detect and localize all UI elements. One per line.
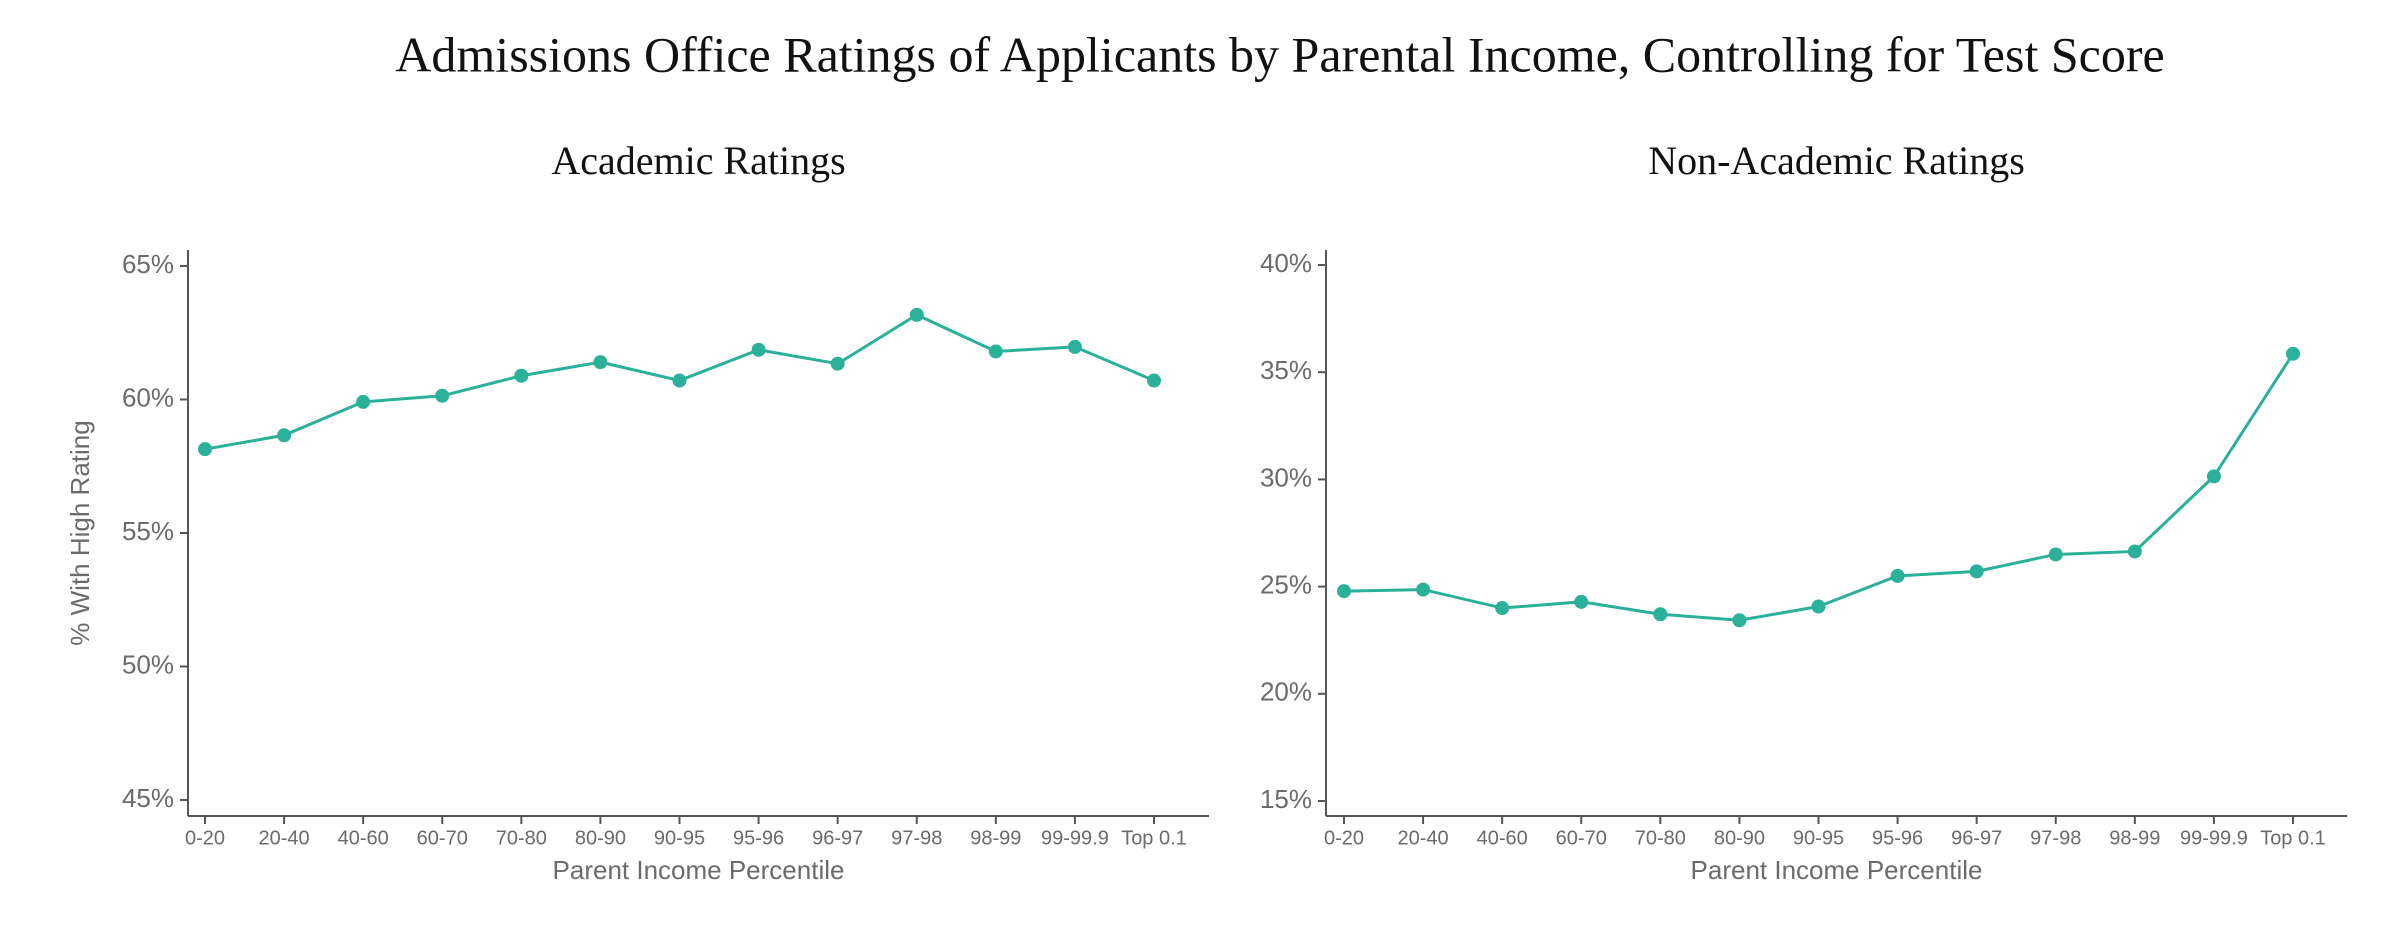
point [751,342,766,357]
x-tick-label: 95-96 [1872,827,1923,849]
point [672,373,687,388]
point [1147,373,1161,388]
y-tick-label: 55% [122,516,174,546]
point [909,307,924,322]
x-tick-label: 95-96 [733,827,784,849]
line [1343,352,2295,622]
x-tick-label: 96-97 [812,827,863,849]
x-tick-label: 99-99.9 [2180,827,2248,849]
y-axis-label: % With High Rating [65,420,95,645]
point [1574,594,1589,609]
x-tick-label: 98-99 [2109,827,2160,849]
x-tick-label: 20-40 [259,827,310,849]
point [1067,339,1082,354]
x-tick-label: Top 0.1 [1121,827,1187,849]
y-tick-label: 30% [1260,462,1312,492]
point [1732,613,1747,628]
y-tick-label: 45% [122,783,174,813]
point [1337,584,1351,599]
x-axis-label: Parent Income Percentile [1691,855,1983,885]
x-tick-label: 80-90 [575,827,626,849]
chart-title: Non-Academic Ratings [1648,138,2025,183]
point [435,388,450,403]
y-tick-label: 20% [1260,677,1312,707]
x-tick-label: 97-98 [2030,827,2081,849]
x-tick-label: 96-97 [1951,827,2002,849]
y-tick-label: 15% [1260,784,1312,814]
point [2048,547,2063,562]
point [1890,568,1905,583]
point [1495,601,1510,616]
x-tick-label: 60-70 [1556,827,1607,849]
point [1969,564,1984,579]
x-tick-label: 0-20 [1324,827,1364,849]
x-axis-label: Parent Income Percentile [553,855,845,885]
point [593,355,608,370]
x-tick-label: 90-95 [1793,827,1844,849]
x-tick-label: 40-60 [1477,827,1528,849]
y-tick-label: 65% [122,249,174,279]
x-tick-label: 60-70 [417,827,468,849]
point [1811,599,1826,614]
x-tick-label: 98-99 [970,827,1021,849]
x-tick-label: 20-40 [1398,827,1449,849]
point [830,356,845,371]
x-tick-label: 99-99.9 [1041,827,1109,849]
point [1416,582,1431,597]
point [198,442,212,457]
point [988,344,1003,359]
chart-title: Academic Ratings [551,138,845,183]
point [356,394,371,409]
x-tick-label: 70-80 [496,827,547,849]
y-tick-label: 25% [1260,569,1312,599]
y-tick-label: 35% [1260,355,1312,385]
x-tick-label: Top 0.1 [2260,827,2326,849]
point [1653,607,1668,622]
x-tick-label: 80-90 [1714,827,1765,849]
point [514,368,529,383]
page-title: Admissions Office Ratings of Applicants … [395,26,2164,82]
x-tick-label: 90-95 [654,827,705,849]
x-tick-label: 97-98 [891,827,942,849]
point [2206,469,2221,484]
point [2127,544,2142,559]
y-tick-label: 50% [122,649,174,679]
x-tick-label: 70-80 [1635,827,1686,849]
y-tick-label: 60% [122,382,174,412]
x-tick-label: 40-60 [338,827,389,849]
y-tick-label: 40% [1260,248,1312,278]
point [277,428,292,443]
x-tick-label: 0-20 [185,827,225,849]
point [2286,346,2300,361]
